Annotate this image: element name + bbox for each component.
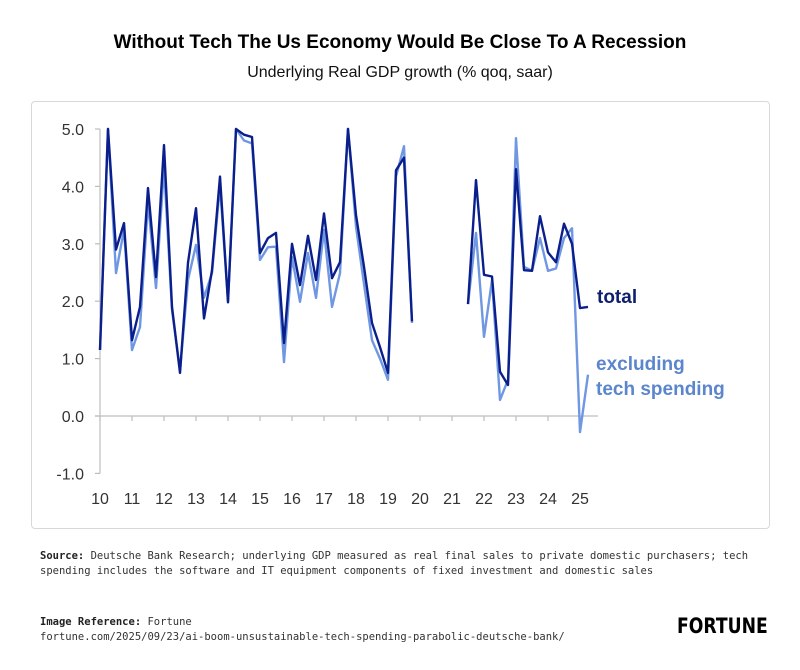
y-tick-label: 5.0	[62, 122, 84, 139]
x-tick-label: 25	[571, 491, 589, 508]
x-tick-label: 17	[315, 491, 333, 508]
fortune-logo: FORTUNE	[677, 614, 768, 638]
image-reference: Image Reference: Fortune fortune.com/202…	[40, 615, 565, 645]
source-text: Deutsche Bank Research; underlying GDP m…	[40, 550, 749, 577]
x-tick-label: 22	[475, 491, 493, 508]
source-note: Source: Deutsche Bank Research; underlyi…	[40, 549, 760, 579]
reference-label: Image Reference:	[40, 616, 142, 628]
x-tick-label: 14	[219, 491, 237, 508]
x-tick-label: 18	[347, 491, 365, 508]
x-tick-label: 20	[411, 491, 429, 508]
x-tick-label: 19	[379, 491, 397, 508]
y-tick-label: 3.0	[62, 237, 84, 254]
x-tick-label: 24	[539, 491, 557, 508]
x-tick-label: 21	[443, 491, 461, 508]
x-tick-label: 16	[283, 491, 301, 508]
x-tick-label: 12	[155, 491, 173, 508]
series-label-excluding-2: tech spending	[596, 379, 725, 400]
chart-title: Without Tech The Us Economy Would Be Clo…	[113, 32, 687, 53]
x-tick-label: 15	[251, 491, 269, 508]
series-line-total	[98, 127, 589, 387]
y-tick-labels: 5.0 4.0 3.0 2.0 1.0 0.0 -1.0	[56, 122, 84, 483]
series-lines	[98, 127, 590, 434]
x-tick-labels: 10 11 12 13 14 15 16 17 18 19 20 21 22 23 24 25	[91, 491, 589, 508]
y-tick-label: 1.0	[62, 352, 84, 369]
chart-subtitle: Underlying Real GDP growth (% qoq, saar)	[247, 64, 553, 81]
y-tick-label: 4.0	[62, 179, 84, 196]
x-tick-label: 11	[124, 491, 141, 508]
x-tick-label: 13	[187, 491, 205, 508]
series-label-total: total	[597, 287, 637, 308]
x-tick-label: 23	[507, 491, 525, 508]
source-label: Source:	[40, 550, 85, 562]
chart-card	[31, 101, 770, 529]
x-tick-label: 10	[91, 491, 109, 508]
y-tick-label: 2.0	[62, 294, 84, 311]
reference-url[interactable]: fortune.com/2025/09/23/ai-boom-unsustain…	[40, 631, 565, 643]
reference-text: Fortune	[147, 616, 192, 628]
y-tick-label: 0.0	[62, 409, 84, 426]
axes	[95, 128, 598, 474]
series-label-excluding-1: excluding	[596, 354, 685, 375]
y-tick-label: -1.0	[56, 466, 84, 483]
